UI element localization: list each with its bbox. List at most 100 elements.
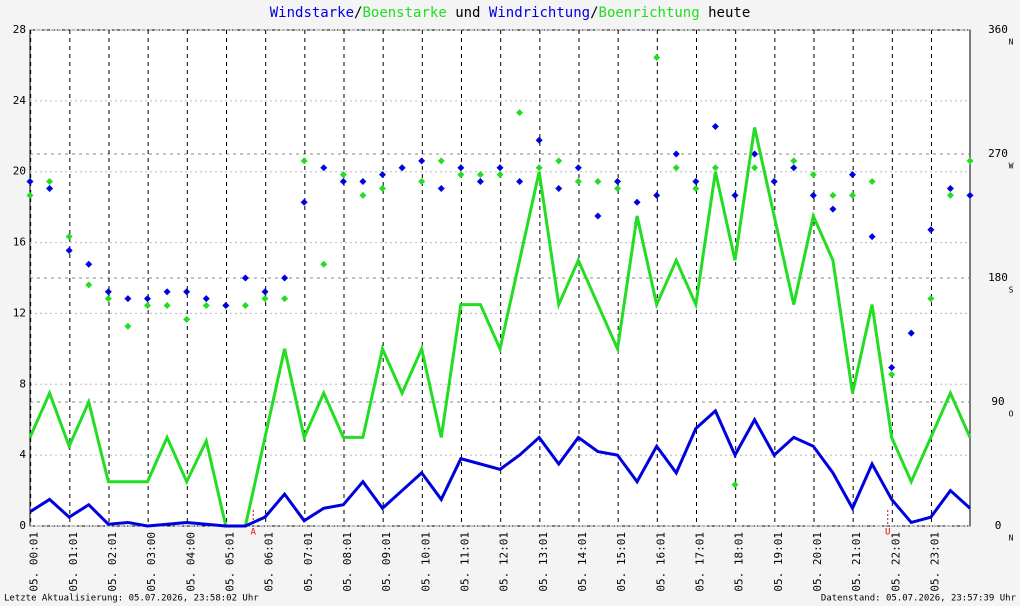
direction-point	[359, 178, 367, 186]
x-tick-label: 05. 03:00	[145, 532, 158, 592]
direction-point	[633, 198, 641, 206]
direction-point	[281, 295, 289, 303]
x-tick-label: 05. 06:01	[263, 532, 276, 592]
x-tick-label: 05. 16:01	[654, 532, 667, 592]
direction-point	[46, 178, 54, 186]
direction-point	[300, 157, 308, 165]
title-part: Boenrichtung	[599, 5, 700, 21]
direction-point	[476, 171, 484, 179]
annotation-label: U	[885, 528, 890, 538]
direction-point	[614, 184, 621, 192]
direction-point	[614, 178, 621, 186]
title-part: Windrichtung	[489, 5, 590, 21]
direction-point	[222, 302, 230, 310]
x-tick-label: 05. 23:01	[928, 532, 941, 592]
direction-point	[241, 274, 249, 282]
direction-point	[516, 109, 524, 117]
direction-point	[711, 122, 719, 130]
annotation-label: A	[251, 528, 257, 538]
direction-point	[594, 212, 602, 220]
direction-point	[320, 260, 328, 268]
direction-point	[124, 322, 132, 330]
direction-point	[731, 191, 739, 199]
direction-point	[809, 191, 817, 199]
direction-point	[379, 184, 386, 192]
chart-title: Windstarke/Boenstarke und Windrichtung/B…	[270, 5, 751, 21]
title-part: Windstarke	[270, 5, 354, 21]
direction-point	[144, 302, 151, 310]
direction-point	[888, 364, 896, 372]
direction-point	[339, 171, 347, 179]
direction-point	[966, 157, 974, 165]
direction-point	[202, 295, 210, 303]
y2-direction-label: N	[1009, 534, 1014, 543]
direction-point	[907, 329, 915, 337]
direction-point	[868, 178, 876, 186]
title-part: /	[354, 5, 362, 21]
direction-point	[555, 157, 563, 165]
direction-point	[849, 171, 856, 179]
direction-point	[711, 164, 719, 172]
direction-point	[26, 191, 34, 199]
direction-point	[418, 178, 426, 186]
direction-point	[457, 164, 465, 172]
x-tick-label: 05. 21:01	[850, 532, 863, 592]
x-tick-label: 05. 10:01	[419, 532, 432, 592]
y2-direction-label: O	[1009, 410, 1014, 419]
footer-right: Datenstand: 05.07.2026, 23:57:39 Uhr	[821, 594, 1017, 604]
direction-point	[261, 288, 269, 296]
direction-point	[829, 191, 837, 199]
direction-point	[849, 191, 856, 199]
y-tick-label: 28	[13, 23, 26, 36]
direction-point	[790, 157, 798, 165]
direction-point	[496, 171, 504, 179]
y-tick-label: 0	[19, 519, 26, 532]
direction-point	[946, 184, 954, 192]
direction-point	[809, 171, 817, 179]
direction-point	[653, 54, 661, 62]
y2-tick-label: 90	[991, 395, 1004, 408]
y-tick-label: 4	[19, 448, 26, 461]
x-tick-label: 05. 00:01	[28, 532, 41, 592]
direction-point	[672, 150, 680, 158]
direction-point	[26, 178, 34, 186]
direction-point	[418, 157, 426, 165]
x-tick-label: 05. 12:01	[498, 532, 511, 592]
direction-point	[85, 281, 93, 289]
x-tick-label: 05. 22:01	[889, 532, 902, 592]
direction-point	[300, 198, 308, 206]
y2-direction-label: W	[1009, 162, 1014, 171]
y-tick-label: 16	[13, 236, 26, 249]
direction-point	[927, 226, 935, 234]
direction-point	[770, 178, 778, 186]
direction-point	[320, 164, 328, 172]
direction-point	[574, 164, 582, 172]
x-tick-label: 05. 05:01	[223, 532, 236, 592]
x-tick-label: 05. 07:01	[302, 532, 315, 592]
direction-point	[104, 295, 112, 303]
direction-point	[241, 302, 249, 310]
y2-tick-label: 180	[988, 271, 1008, 284]
x-tick-label: 05. 11:01	[458, 532, 471, 592]
direction-point	[437, 184, 445, 192]
x-tick-label: 05. 19:01	[772, 532, 785, 592]
direction-point	[829, 205, 837, 213]
direction-point	[751, 150, 759, 158]
direction-point	[183, 288, 191, 296]
title-part: /	[590, 5, 598, 21]
x-tick-label: 05. 01:01	[67, 532, 80, 592]
x-tick-label: 05. 08:01	[341, 532, 354, 592]
x-tick-label: 05. 04:00	[184, 532, 197, 592]
direction-point	[946, 191, 954, 199]
direction-point	[144, 295, 151, 303]
direction-point	[692, 178, 700, 186]
y-tick-label: 12	[13, 306, 26, 319]
direction-point	[751, 164, 759, 172]
direction-point	[496, 164, 504, 172]
direction-point	[672, 164, 680, 172]
direction-point	[653, 191, 661, 199]
direction-point	[457, 171, 465, 179]
direction-point	[85, 260, 93, 268]
direction-point	[124, 295, 132, 303]
